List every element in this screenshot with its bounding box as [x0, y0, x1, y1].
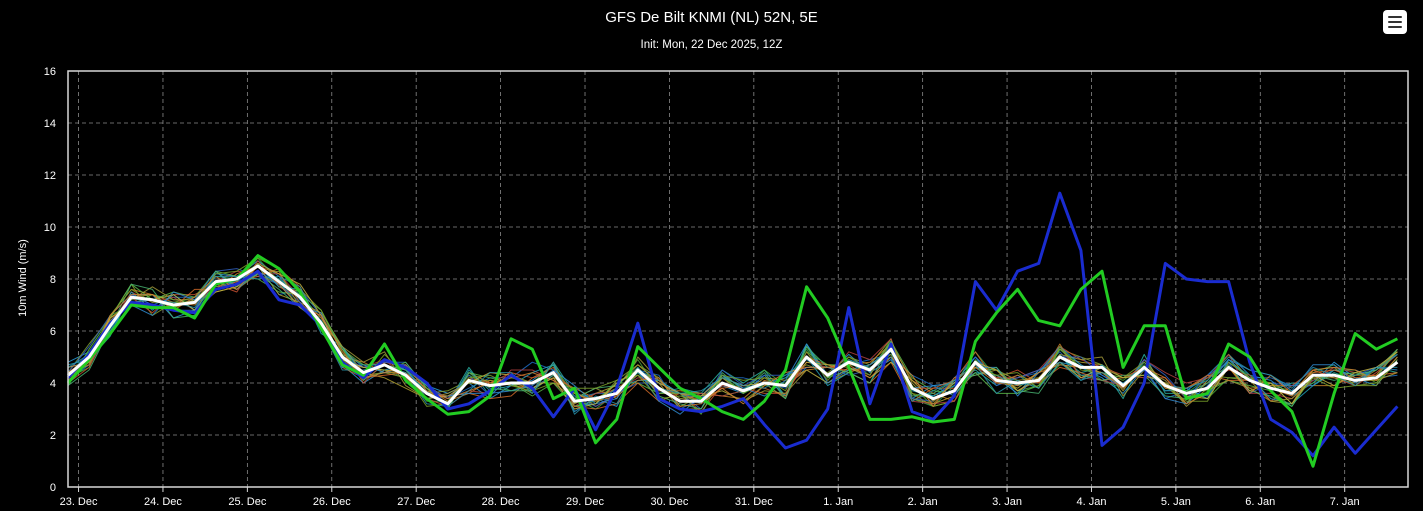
y-tick-label: 2 — [50, 430, 56, 442]
x-tick-label: 30. Dec — [650, 496, 688, 508]
x-tick-label: 6. Jan — [1245, 496, 1275, 508]
y-tick-label: 12 — [44, 170, 56, 182]
x-tick-label: 31. Dec — [735, 496, 773, 508]
highlighted-series — [66, 191, 1399, 468]
hamburger-menu-icon[interactable] — [1383, 10, 1407, 34]
x-tick-label: 4. Jan — [1076, 496, 1106, 508]
y-tick-label: 16 — [44, 66, 56, 78]
x-tick-label: 7. Jan — [1330, 496, 1360, 508]
x-tick-label: 3. Jan — [992, 496, 1022, 508]
y-tick-label: 6 — [50, 326, 56, 338]
highlighted-series-line — [67, 264, 1399, 406]
y-tick-label: 14 — [44, 118, 56, 130]
x-tick-label: 26. Dec — [313, 496, 351, 508]
highlighted-series-line — [66, 191, 1399, 458]
x-tick-label: 2. Jan — [908, 496, 938, 508]
y-axis-ticks: 0 2 4 6 8 10 12 14 16 — [44, 66, 56, 494]
y-axis-label: 10m Wind (m/s) — [17, 239, 29, 317]
x-axis-ticks: 23. Dec 24. Dec 25. Dec 26. Dec 27. Dec 28. D… — [60, 487, 1360, 508]
highlighted-series-line — [66, 254, 1399, 468]
ensemble-member-line — [67, 270, 1398, 407]
ensemble-member-line — [67, 270, 1398, 415]
x-tick-label: 28. Dec — [482, 496, 520, 508]
x-tick-label: 1. Jan — [823, 496, 853, 508]
y-tick-label: 0 — [50, 482, 56, 494]
y-tick-label: 10 — [44, 222, 56, 234]
x-tick-label: 5. Jan — [1161, 496, 1191, 508]
chart-subtitle: Init: Mon, 22 Dec 2025, 12Z — [640, 39, 783, 51]
plot-frame — [67, 70, 1409, 488]
y-tick-label: 4 — [50, 378, 56, 390]
x-tick-label: 27. Dec — [397, 496, 435, 508]
x-tick-label: 24. Dec — [144, 496, 182, 508]
x-tick-label: 25. Dec — [228, 496, 266, 508]
chart-title: GFS De Bilt KNMI (NL) 52N, 5E — [605, 9, 818, 26]
x-tick-label: 29. Dec — [566, 496, 604, 508]
x-tick-label: 23. Dec — [60, 496, 98, 508]
y-tick-label: 8 — [50, 274, 56, 286]
ensemble-member-line — [67, 270, 1398, 415]
